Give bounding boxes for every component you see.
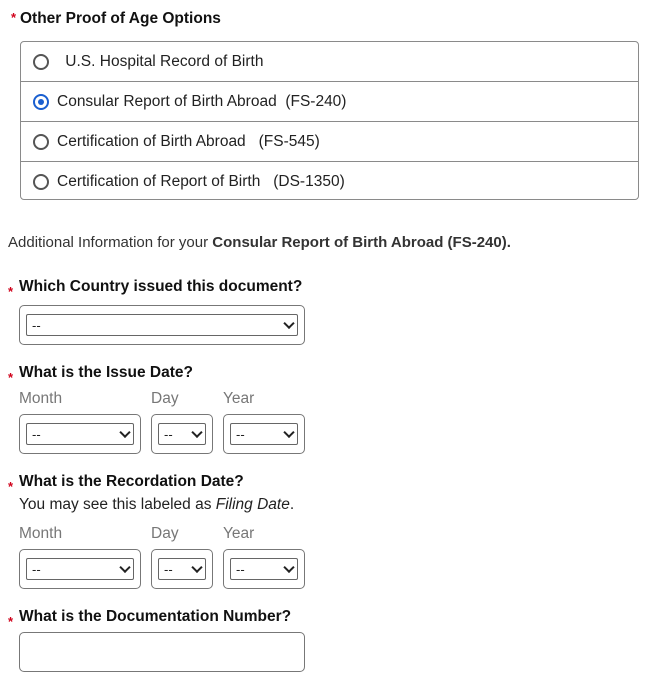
recordation-year-select[interactable]: -- — [230, 558, 298, 580]
required-marker: * — [8, 479, 14, 494]
country-label: Which Country issued this document? — [19, 278, 303, 295]
hint-suffix: . — [289, 496, 295, 513]
hint-text: You may see this labeled as — [19, 496, 216, 513]
country-select-wrapper: -- — [19, 305, 305, 345]
recordation-date-label: What is the Recordation Date? — [19, 473, 244, 490]
chevron-down-icon — [283, 426, 295, 439]
radio-unchecked-icon[interactable] — [33, 133, 49, 150]
option-label: Certification of Birth Abroad (FS-545) — [57, 132, 320, 150]
required-marker: * — [8, 370, 14, 385]
issue-month-label: Month — [19, 390, 63, 407]
select-value: -- — [236, 561, 245, 577]
required-marker: * — [8, 614, 14, 629]
additional-info-text: Additional Information for your Consular… — [8, 234, 511, 251]
issue-year-label: Year — [223, 390, 255, 407]
issue-year-select[interactable]: -- — [230, 423, 298, 445]
country-select[interactable]: -- — [26, 314, 298, 336]
info-document-name: Consular Report of Birth Abroad (FS-240)… — [212, 234, 511, 251]
info-prefix: Additional Information for your — [8, 234, 213, 251]
recordation-month-wrapper: -- — [19, 549, 141, 589]
hint-emphasis: Filing Date — [215, 496, 290, 513]
select-value: -- — [164, 426, 173, 442]
option-label: Consular Report of Birth Abroad (FS-240) — [57, 92, 347, 110]
select-value: -- — [32, 317, 41, 333]
proof-options-label: Other Proof of Age Options — [20, 10, 221, 27]
chevron-down-icon — [119, 426, 131, 439]
recordation-day-select[interactable]: -- — [158, 558, 206, 580]
chevron-down-icon — [191, 426, 203, 439]
radio-option-fs240[interactable]: Consular Report of Birth Abroad (FS-240) — [21, 81, 638, 121]
chevron-down-icon — [283, 561, 295, 574]
recordation-month-select[interactable]: -- — [26, 558, 134, 580]
required-marker: * — [11, 10, 17, 25]
radio-option-fs545[interactable]: Certification of Birth Abroad (FS-545) — [21, 121, 638, 161]
doc-number-input[interactable] — [19, 632, 305, 672]
issue-day-wrapper: -- — [151, 414, 213, 454]
select-value: -- — [164, 561, 173, 577]
recordation-year-label: Year — [223, 525, 255, 542]
select-value: -- — [32, 426, 41, 442]
option-label: U.S. Hospital Record of Birth — [61, 52, 264, 70]
radio-unchecked-icon[interactable] — [33, 53, 49, 70]
issue-day-select[interactable]: -- — [158, 423, 206, 445]
select-value: -- — [236, 426, 245, 442]
recordation-day-wrapper: -- — [151, 549, 213, 589]
chevron-down-icon — [283, 317, 295, 330]
chevron-down-icon — [119, 561, 131, 574]
option-label: Certification of Report of Birth (DS-135… — [57, 172, 345, 190]
radio-checked-icon[interactable] — [33, 93, 49, 110]
issue-day-label: Day — [151, 390, 179, 407]
recordation-day-label: Day — [151, 525, 179, 542]
doc-number-label: What is the Documentation Number? — [19, 608, 292, 625]
proof-options-radio-group: U.S. Hospital Record of Birth Consular R… — [20, 41, 639, 200]
recordation-month-label: Month — [19, 525, 63, 542]
radio-option-ds1350[interactable]: Certification of Report of Birth (DS-135… — [21, 161, 638, 201]
issue-date-label: What is the Issue Date? — [19, 364, 193, 381]
issue-year-wrapper: -- — [223, 414, 305, 454]
radio-unchecked-icon[interactable] — [33, 173, 49, 190]
issue-month-select[interactable]: -- — [26, 423, 134, 445]
issue-month-wrapper: -- — [19, 414, 141, 454]
recordation-year-wrapper: -- — [223, 549, 305, 589]
required-marker: * — [8, 284, 14, 299]
recordation-hint: You may see this labeled as Filing Date. — [19, 496, 294, 514]
radio-option-hospital-record[interactable]: U.S. Hospital Record of Birth — [21, 42, 638, 81]
select-value: -- — [32, 561, 41, 577]
chevron-down-icon — [191, 561, 203, 574]
